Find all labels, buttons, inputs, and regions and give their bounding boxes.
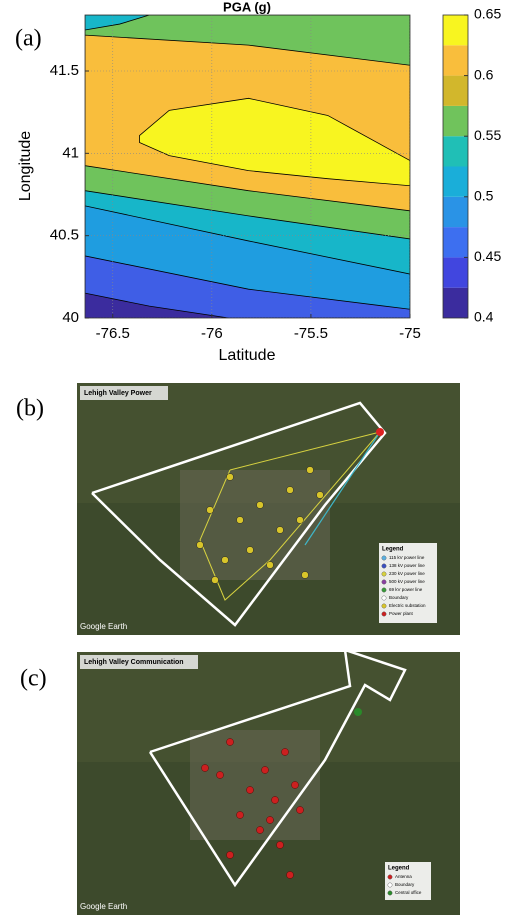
y-axis-label: Longitude	[17, 131, 34, 201]
y-tick-label: 41	[62, 144, 79, 161]
boundary	[91, 401, 387, 627]
colorbar-band	[443, 227, 468, 258]
legend-swatch	[381, 579, 387, 585]
map-title-box	[80, 655, 198, 669]
colorbar-band	[443, 136, 468, 167]
credit: Google Earth	[80, 622, 127, 631]
legend-label: 500 kV power line	[389, 579, 425, 584]
power-line	[304, 431, 381, 546]
map-title: Lehigh Valley Power	[84, 390, 152, 397]
antennas	[201, 738, 304, 879]
central-office	[354, 708, 362, 716]
legend-swatch	[381, 571, 387, 577]
legend-box	[385, 862, 431, 900]
map-title-box	[80, 386, 168, 400]
legend-swatch	[387, 874, 393, 880]
chart-title: PGA (g)	[223, 0, 271, 14]
legend-label: Electric substation	[389, 603, 426, 608]
y-tick-label: 41.5	[50, 62, 79, 79]
x-tick-label: -76.5	[96, 325, 130, 342]
map-title: Lehigh Valley Communication	[84, 659, 184, 666]
colorbar-band	[443, 166, 468, 197]
legend-title: Legend	[388, 866, 410, 872]
legend-swatch	[381, 563, 387, 569]
colorbar-band	[443, 75, 468, 106]
x-tick-label: -75	[399, 325, 421, 342]
legend-label: 230 kV power line	[389, 571, 425, 576]
substations	[196, 466, 324, 584]
plot-frame	[84, 14, 411, 319]
x-tick-label: -75.5	[294, 325, 328, 342]
colorbar-tick-label: 0.5	[474, 188, 494, 204]
colorbar-band	[443, 105, 468, 137]
power-plant	[376, 428, 384, 436]
x-tick-label: -76	[201, 325, 223, 342]
colorbar-band	[443, 45, 468, 76]
urban-area	[180, 470, 330, 580]
credit: Google Earth	[80, 902, 127, 911]
colorbar-tick-label: 0.6	[474, 66, 494, 82]
contour-region	[139, 97, 410, 187]
contour-area	[85, 15, 410, 318]
boundary	[148, 648, 407, 888]
legend: Legend Antenna Boundary Central office	[387, 866, 422, 896]
panel-label: (b)	[16, 396, 44, 422]
legend-box	[379, 543, 437, 623]
colorbar-tick-label: 0.45	[474, 248, 501, 264]
colorbar-band	[443, 257, 468, 288]
legend-label: 115 kV power line	[389, 555, 425, 560]
power-line	[199, 431, 382, 601]
panel-label: (a)	[15, 26, 42, 52]
y-tick-label: 40.5	[50, 227, 79, 244]
colorbar-frame	[442, 14, 469, 319]
legend-swatch	[381, 555, 387, 561]
legend-swatch	[387, 882, 393, 888]
colorbar-tick-label: 0.65	[474, 6, 501, 22]
panel-label: (c)	[20, 666, 47, 692]
legend-label: Boundary	[395, 882, 415, 887]
colorbar-tick-label: 0.4	[474, 309, 494, 325]
legend-label: 138 kV power line	[389, 563, 425, 568]
y-tick-label: 40	[62, 309, 79, 326]
map-b: Lehigh Valley Power Google Earth Legend 1…	[77, 383, 460, 635]
colorbar-tick-label: 0.55	[474, 127, 501, 143]
legend-label: Central office	[395, 890, 422, 895]
legend-swatch	[387, 890, 393, 896]
legend: Legend 115 kV power line 138 kV power line…	[381, 547, 426, 617]
colorbar-band	[443, 287, 468, 318]
contour-region	[85, 15, 150, 31]
legend-label: Antenna	[395, 874, 412, 879]
legend-swatch	[381, 595, 387, 601]
colorbar-band	[443, 196, 468, 228]
colorbar-band	[443, 15, 468, 46]
legend-swatch	[381, 611, 387, 617]
legend-label: Power plant	[389, 611, 414, 616]
urban-area	[190, 730, 320, 840]
map-c: Lehigh Valley Communication Google Earth…	[77, 648, 460, 915]
legend-title: Legend	[382, 547, 404, 553]
legend-swatch	[381, 587, 387, 593]
legend-label: 69 kV power line	[389, 587, 423, 592]
legend-swatch	[381, 603, 387, 609]
x-axis-label: Latitude	[219, 347, 276, 364]
legend-label: Boundary	[389, 595, 409, 600]
